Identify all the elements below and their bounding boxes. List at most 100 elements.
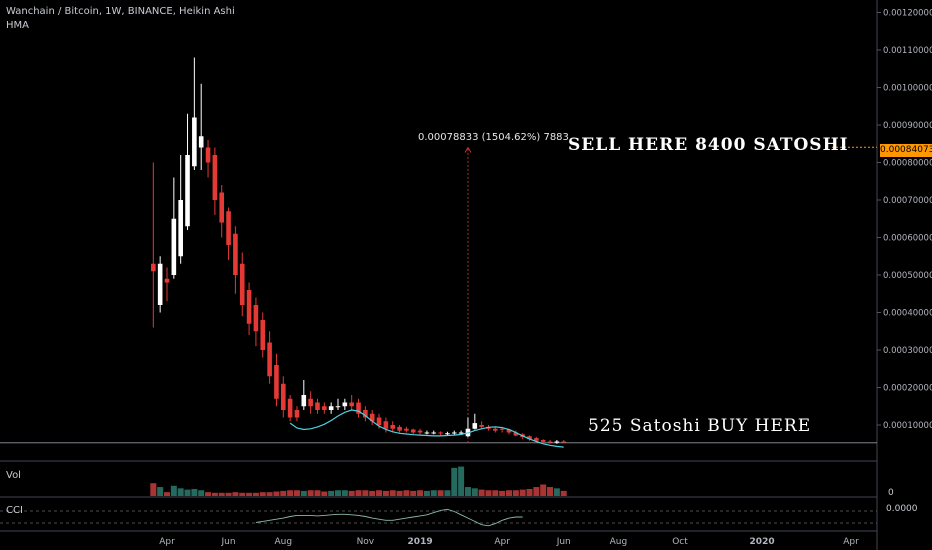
volume-bar [164,492,170,496]
buy-annotation: 525 Satoshi BUY HERE [588,416,812,436]
x-tick-label: Aug [610,537,628,547]
candle-body [164,278,170,283]
volume-bar [157,487,164,496]
measure-label: 0.00078833 (1504.62%) 7883 [418,132,569,143]
candle-body [185,155,190,227]
volume-bar [471,488,478,496]
candle-body [335,406,341,408]
volume-bar [266,492,273,496]
candle-body [192,117,197,167]
candle-body [219,192,225,223]
volume-bar [547,487,554,496]
candle-body [513,432,519,436]
volume-bar [560,490,567,496]
candle-body [390,425,396,429]
x-tick-label: Apr [843,537,859,547]
volume-bar [150,483,157,496]
candle-body [534,438,539,441]
volume-bar [184,489,191,496]
y-tick-label: 0.00080000 [883,159,932,169]
volume-bar [540,484,547,496]
candle-body [472,423,478,429]
candle-body [554,441,560,443]
volume-bar [444,490,451,496]
volume-bar [519,489,526,496]
volume-bar [396,490,403,496]
cci-axis-zero: 0.0000 [886,504,918,514]
volume-bar [553,488,560,496]
volume-bar [423,490,430,496]
volume-bar [437,490,444,496]
volume-bar [211,492,218,496]
indicator-label: HMA [6,20,29,31]
volume-bar [307,490,314,496]
candle-body [410,429,416,433]
volume-bar [458,466,465,496]
volume-bar [273,491,280,496]
candle-body [322,406,327,410]
candle-body [287,398,293,418]
volume-bar [485,490,492,496]
candle-body [267,342,272,377]
cci-line [255,508,523,527]
y-tick-label: 0.00110000 [883,46,932,56]
volume-bar [232,492,239,496]
y-tick-label: 0.00100000 [883,84,932,94]
candle-body [315,402,320,410]
volume-bar [218,492,225,496]
volume-bar [259,492,266,496]
candle-body [493,428,498,431]
cci-pane-label: CCI [6,505,23,516]
volume-bar [246,492,253,496]
volume-bar [417,490,424,496]
candle-body [198,136,204,148]
chart-title: Wanchain / Bitcoin, 1W, BINANCE, Heikin … [6,6,235,17]
x-tick-label: Apr [159,537,175,547]
candle-body [157,263,163,305]
candle-body [376,417,382,425]
candle-body [212,155,218,200]
y-tick-label: 0.00090000 [883,121,932,131]
candle-body [417,430,423,433]
volume-bar [533,487,540,496]
y-tick-label: 0.00050000 [883,271,932,281]
candle-body [301,395,307,407]
volume-bar [280,490,287,496]
volume-bar [177,488,184,496]
volume-bar [170,485,177,496]
x-tick-label: Aug [274,537,292,547]
volume-bar [314,490,321,496]
candle-body [431,432,437,434]
volume-bar [335,490,341,496]
volume-bar [191,488,198,496]
volume-bar [464,487,471,496]
candle-body [458,432,464,434]
candle-body [561,441,567,443]
candle-body [445,433,450,435]
candle-body [226,211,231,245]
candle-body [506,429,512,433]
x-tick-label: 2020 [750,537,775,547]
candle-body [540,440,546,442]
volume-bar [300,490,307,496]
candle-body [253,305,259,332]
volume-bar [205,492,212,496]
volume-axis-zero: 0 [888,488,894,498]
x-tick-label: Nov [357,537,375,547]
x-tick-label: Apr [494,537,510,547]
y-tick-label: 0.00010000 [883,421,932,431]
candle-body [356,402,361,414]
y-tick-label: 0.00060000 [883,234,932,244]
candle-body [151,263,156,272]
volume-bar [293,490,300,496]
volume-bar [382,490,389,496]
y-tick-label: 0.00030000 [883,346,932,356]
candle-body [171,218,177,275]
candle-body [294,410,300,418]
volume-bar [430,490,437,496]
candle-body [547,441,553,443]
candle-body [404,428,409,431]
candle-body [479,425,484,427]
volume-bar [389,490,396,496]
